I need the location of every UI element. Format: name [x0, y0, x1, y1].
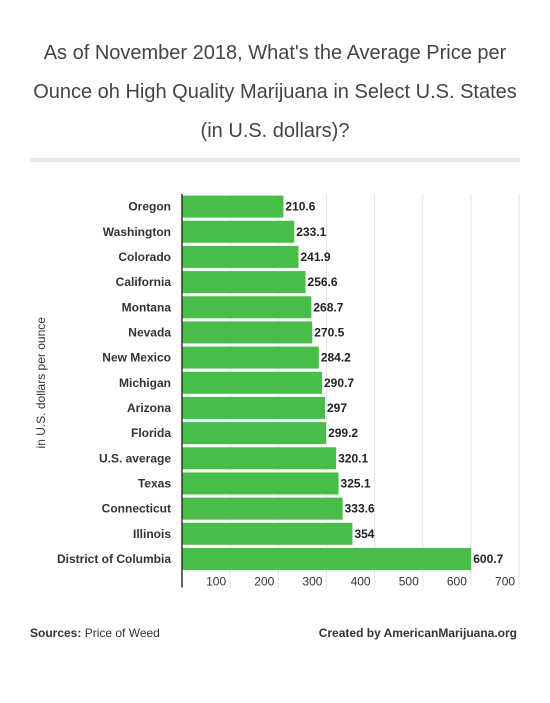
- category-label: New Mexico: [102, 351, 171, 365]
- bar: [182, 522, 353, 545]
- sources-note: Sources: Price of Weed: [30, 626, 160, 640]
- x-tick-label: 300: [302, 575, 322, 589]
- bar: [182, 371, 322, 394]
- credit-note: Created by AmericanMarijuana.org: [318, 626, 517, 640]
- data-label: 299.2: [328, 426, 358, 440]
- data-label: 256.6: [308, 275, 338, 289]
- bar: [182, 245, 299, 268]
- title-divider: [30, 158, 520, 162]
- y-axis-label: in U.S. dollars per ounce: [34, 317, 48, 449]
- data-label: 320.1: [338, 451, 368, 465]
- bar: [182, 271, 306, 294]
- bar: [182, 220, 295, 243]
- x-tick-label: 700: [495, 575, 515, 589]
- category-label: Nevada: [128, 325, 171, 339]
- bars: [182, 195, 472, 570]
- data-label: 268.7: [313, 300, 343, 314]
- chart-title: As of November 2018, What's the Average …: [33, 42, 517, 142]
- x-tick-label: 500: [399, 575, 419, 589]
- sources-value: Price of Weed: [84, 626, 160, 640]
- category-label: Connecticut: [102, 502, 171, 516]
- category-labels: Oregon Washington Colorado California Montan…: [57, 200, 171, 566]
- data-label: 290.7: [324, 376, 354, 390]
- data-label: 333.6: [345, 502, 375, 516]
- data-label: 241.9: [300, 250, 330, 264]
- bar: [182, 296, 312, 319]
- category-label: Washington: [103, 225, 171, 239]
- bar: [182, 346, 319, 369]
- bar: [182, 422, 327, 445]
- data-label: 270.5: [314, 325, 344, 339]
- bar: [182, 497, 343, 520]
- sources-label: Sources:: [30, 626, 82, 640]
- x-tick-label: 200: [254, 575, 274, 589]
- data-label: 600.7: [473, 552, 503, 566]
- value-labels: 210.6 233.1 241.9 256.6 268.7 270.5 284.2 290.7…: [285, 200, 503, 566]
- category-label: Oregon: [128, 200, 171, 214]
- x-tick-label: 400: [351, 575, 371, 589]
- bar: [182, 547, 472, 570]
- data-label: 325.1: [341, 476, 371, 490]
- data-label: 297: [327, 401, 347, 415]
- category-label: District of Columbia: [57, 552, 171, 566]
- data-label: 233.1: [296, 225, 326, 239]
- data-label: 210.6: [285, 200, 315, 214]
- category-label: Michigan: [119, 376, 171, 390]
- data-label: 354: [354, 527, 374, 541]
- category-label: Colorado: [118, 250, 171, 264]
- category-label: Arizona: [127, 401, 171, 415]
- category-label: Montana: [122, 300, 172, 314]
- category-label: U.S. average: [99, 451, 171, 465]
- category-label: Texas: [138, 476, 171, 490]
- bar: [182, 321, 313, 344]
- bar-chart: Oregon Washington Colorado California Montan…: [34, 194, 520, 589]
- bar: [182, 195, 284, 218]
- bar: [182, 396, 326, 419]
- x-tick-label: 600: [447, 575, 467, 589]
- x-tick-label: 100: [206, 575, 226, 589]
- x-tick-labels: 100 200 300 400 500 600 700: [206, 575, 515, 589]
- category-label: Illinois: [133, 527, 171, 541]
- bar: [182, 447, 337, 470]
- category-label: California: [116, 275, 172, 289]
- category-label: Florida: [131, 426, 171, 440]
- data-label: 284.2: [321, 351, 351, 365]
- bar: [182, 472, 339, 495]
